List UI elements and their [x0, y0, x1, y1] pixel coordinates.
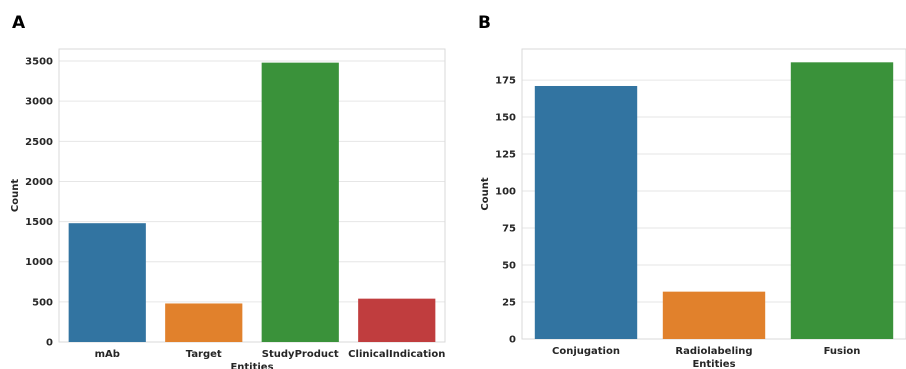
x-tick-label: Target	[186, 349, 222, 360]
x-axis-label: Entities	[692, 359, 735, 369]
y-tick-label: 25	[502, 298, 516, 309]
bar-radiolabeling	[662, 291, 766, 339]
y-tick-label: 50	[502, 261, 516, 272]
chart-panel-a: A 0 500 1000 1500 2000 2500 3000 3500 mAb Target St…	[10, 13, 446, 369]
x-tick-label: mAb	[95, 349, 120, 360]
plot-frame	[58, 48, 446, 343]
y-axis-label: Count	[480, 177, 491, 210]
panel-letter: B	[478, 13, 491, 33]
y-axis-label: Count	[10, 179, 21, 212]
bar-clinicalindication	[358, 298, 436, 342]
x-tick-label: ClinicalIndication	[348, 349, 445, 360]
y-tick-label: 3500	[25, 57, 53, 68]
x-axis-label: Entities	[230, 362, 273, 369]
bar-fusion	[790, 62, 894, 340]
panel-letter: A	[12, 13, 26, 33]
y-tick-label: 1500	[25, 217, 53, 228]
y-tick-label: 500	[32, 297, 53, 308]
y-tick-label: 2000	[25, 177, 53, 188]
y-tick-label: 125	[495, 150, 516, 161]
bar-mab	[68, 223, 146, 342]
x-tick-label: Conjugation	[552, 346, 620, 357]
bar-studyproduct	[261, 62, 339, 342]
y-tick-label: 0	[46, 338, 53, 349]
bar-conjugation	[534, 85, 638, 339]
y-tick-label: 150	[495, 113, 516, 124]
y-tick-label: 175	[495, 76, 516, 87]
x-tick-label: Radiolabeling	[675, 346, 752, 357]
chart-panel-b: B 0 25 50 75 100 125 150 175 Conjugation Radiolabe…	[478, 13, 906, 369]
y-tick-label: 3000	[25, 97, 53, 108]
x-tick-label: StudyProduct	[262, 349, 339, 360]
y-tick-label: 0	[509, 335, 516, 346]
y-tick-label: 1000	[25, 257, 53, 268]
x-tick-label: Fusion	[824, 346, 861, 357]
y-tick-label: 2500	[25, 137, 53, 148]
y-tick-label: 75	[502, 224, 516, 235]
y-tick-label: 100	[495, 187, 516, 198]
bar-target	[165, 303, 243, 342]
